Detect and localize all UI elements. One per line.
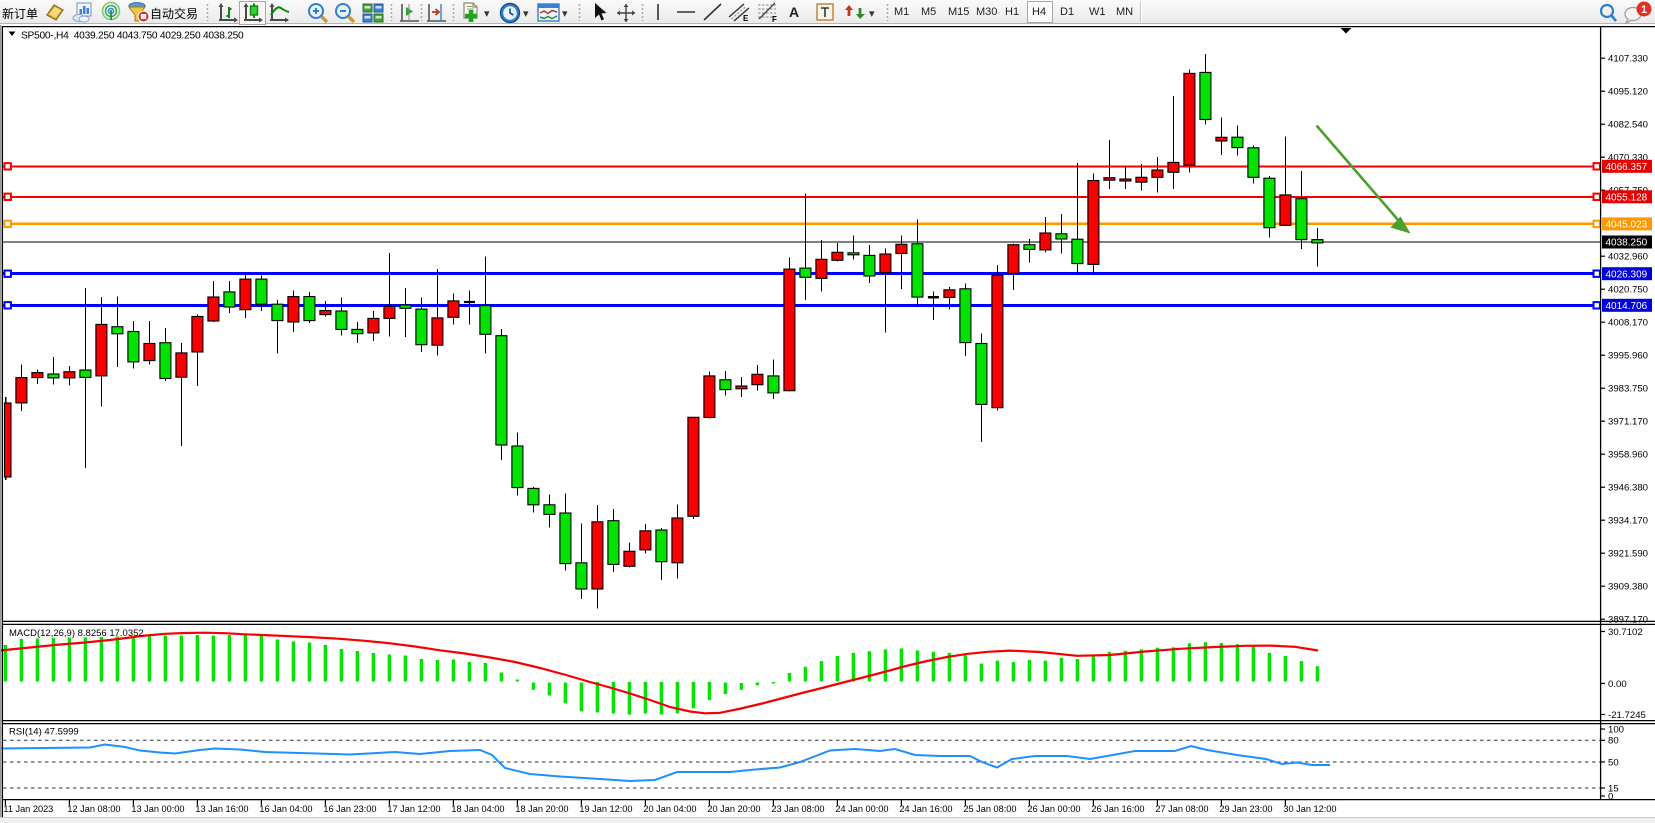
svg-text:4020.750: 4020.750 bbox=[1608, 285, 1648, 296]
svg-text:1: 1 bbox=[1641, 4, 1647, 16]
svg-text:24 Jan 00:00: 24 Jan 00:00 bbox=[835, 804, 888, 814]
svg-text:3909.380: 3909.380 bbox=[1608, 582, 1648, 593]
svg-text:80: 80 bbox=[1608, 736, 1619, 747]
svg-text:12 Jan 08:00: 12 Jan 08:00 bbox=[67, 804, 120, 814]
svg-text:27 Jan 08:00: 27 Jan 08:00 bbox=[1155, 804, 1208, 814]
svg-text:20 Jan 20:00: 20 Jan 20:00 bbox=[707, 804, 760, 814]
svg-text:F: F bbox=[772, 15, 777, 23]
svg-text:25 Jan 08:00: 25 Jan 08:00 bbox=[963, 804, 1016, 814]
svg-text:50: 50 bbox=[1608, 757, 1619, 768]
svg-text:4032.960: 4032.960 bbox=[1608, 252, 1648, 263]
svg-text:3983.750: 3983.750 bbox=[1608, 384, 1648, 395]
svg-text:3946.380: 3946.380 bbox=[1608, 483, 1648, 494]
svg-text:RSI(14) 47.5999: RSI(14) 47.5999 bbox=[9, 727, 79, 738]
svg-text:0: 0 bbox=[1608, 791, 1613, 802]
svg-text:15: 15 bbox=[1608, 783, 1619, 794]
svg-text:4070.330: 4070.330 bbox=[1608, 153, 1648, 164]
svg-text:26 Jan 00:00: 26 Jan 00:00 bbox=[1027, 804, 1080, 814]
svg-text:4045.023: 4045.023 bbox=[1606, 220, 1648, 231]
svg-text:23 Jan 08:00: 23 Jan 08:00 bbox=[771, 804, 824, 814]
svg-text:16 Jan 04:00: 16 Jan 04:00 bbox=[259, 804, 312, 814]
svg-text:3971.170: 3971.170 bbox=[1608, 417, 1648, 428]
svg-text:4095.120: 4095.120 bbox=[1608, 87, 1648, 98]
svg-text:13 Jan 16:00: 13 Jan 16:00 bbox=[195, 804, 248, 814]
svg-text:4066.357: 4066.357 bbox=[1606, 162, 1648, 173]
svg-text:13 Jan 00:00: 13 Jan 00:00 bbox=[131, 804, 184, 814]
svg-text:E: E bbox=[743, 14, 749, 23]
svg-text:11 Jan 2023: 11 Jan 2023 bbox=[3, 804, 53, 814]
svg-text:4008.170: 4008.170 bbox=[1608, 318, 1648, 329]
svg-text:24 Jan 16:00: 24 Jan 16:00 bbox=[899, 804, 952, 814]
svg-text:4014.706: 4014.706 bbox=[1606, 301, 1648, 312]
svg-text:17 Jan 12:00: 17 Jan 12:00 bbox=[387, 804, 440, 814]
svg-text:20 Jan 04:00: 20 Jan 04:00 bbox=[643, 804, 696, 814]
svg-text:18 Jan 04:00: 18 Jan 04:00 bbox=[451, 804, 504, 814]
svg-text:30 Jan 12:00: 30 Jan 12:00 bbox=[1283, 804, 1336, 814]
svg-text:3934.170: 3934.170 bbox=[1608, 516, 1648, 527]
svg-text:4055.128: 4055.128 bbox=[1606, 192, 1648, 203]
svg-text:3921.590: 3921.590 bbox=[1608, 549, 1648, 560]
svg-text:29 Jan 23:00: 29 Jan 23:00 bbox=[1219, 804, 1272, 814]
svg-text:4107.330: 4107.330 bbox=[1608, 54, 1648, 65]
svg-text:26 Jan 16:00: 26 Jan 16:00 bbox=[1091, 804, 1144, 814]
svg-text:4038.250: 4038.250 bbox=[1606, 238, 1648, 249]
svg-text:MACD(12,26,9) 8.8256 17.0352: MACD(12,26,9) 8.8256 17.0352 bbox=[9, 628, 144, 639]
svg-text:3958.960: 3958.960 bbox=[1608, 450, 1648, 461]
svg-text:4026.309: 4026.309 bbox=[1606, 269, 1648, 280]
svg-text:4082.540: 4082.540 bbox=[1608, 120, 1648, 131]
svg-text:19 Jan 12:00: 19 Jan 12:00 bbox=[579, 804, 632, 814]
svg-text:100: 100 bbox=[1608, 724, 1624, 735]
svg-text:16 Jan 23:00: 16 Jan 23:00 bbox=[323, 804, 376, 814]
svg-text:18 Jan 20:00: 18 Jan 20:00 bbox=[515, 804, 568, 814]
svg-text:3897.170: 3897.170 bbox=[1608, 615, 1648, 626]
svg-text:3995.960: 3995.960 bbox=[1608, 351, 1648, 362]
svg-text:0.00: 0.00 bbox=[1608, 679, 1627, 690]
svg-text:30.7102: 30.7102 bbox=[1608, 627, 1643, 638]
svg-text:SP500-,H4 4039.250 4043.750 4: SP500-,H4 4039.250 4043.750 4029.250 403… bbox=[21, 31, 244, 42]
svg-text:-21.7245: -21.7245 bbox=[1608, 710, 1646, 721]
